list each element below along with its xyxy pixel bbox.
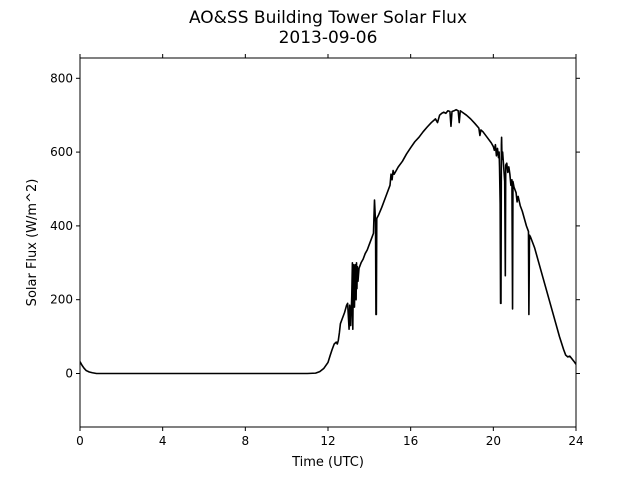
y-tick-label: 800 <box>50 71 73 85</box>
x-tick-label: 16 <box>403 434 418 448</box>
x-tick-label: 8 <box>242 434 250 448</box>
axes-frame <box>79 57 577 428</box>
series-line-0 <box>80 108 576 375</box>
x-axis-label: Time (UTC) <box>291 455 364 470</box>
x-axis-ticks: 0 4 8 12 16 20 24 <box>76 54 584 448</box>
y-axis-ticks: 0 200 400 600 800 <box>50 71 580 380</box>
y-tick-label: 0 <box>65 366 73 380</box>
chart-subtitle: 2013-09-06 <box>278 28 378 48</box>
y-tick-label: 200 <box>50 293 73 307</box>
x-tick-label: 12 <box>320 434 335 448</box>
y-axis-label: Solar Flux (W/m^2) <box>25 179 40 307</box>
y-tick-label: 400 <box>50 219 73 233</box>
chart-title: AO&SS Building Tower Solar Flux <box>188 8 468 28</box>
x-tick-label: 20 <box>486 434 501 448</box>
plot-area <box>80 108 576 375</box>
x-tick-label: 0 <box>76 434 84 448</box>
y-tick-label: 600 <box>50 145 73 159</box>
x-tick-label: 4 <box>159 434 167 448</box>
x-tick-label: 24 <box>568 434 583 448</box>
